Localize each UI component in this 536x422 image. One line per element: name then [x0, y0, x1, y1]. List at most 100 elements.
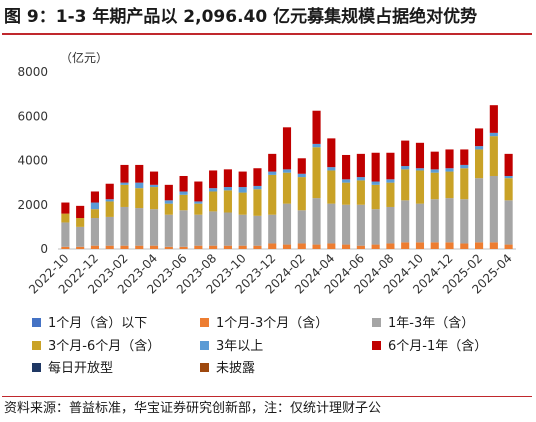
bar-segment: [253, 189, 262, 216]
bar-segment: [297, 243, 306, 249]
bar-segment: [223, 245, 232, 249]
bar-segment: [253, 215, 262, 246]
bar-segment: [475, 149, 484, 179]
y-tick-label: 2000: [17, 198, 48, 212]
bar-segment: [179, 246, 188, 249]
bar-segment: [209, 188, 218, 192]
bar-segment: [371, 152, 380, 182]
bar-segment: [489, 105, 498, 133]
bar-segment: [445, 171, 454, 199]
bar-segment: [356, 153, 365, 178]
bar-segment: [253, 168, 262, 186]
bar-segment: [149, 187, 159, 210]
bar-segment: [223, 169, 232, 188]
bar-segment: [120, 206, 129, 246]
bar-segment: [149, 245, 159, 249]
bar-segment: [342, 244, 351, 249]
bar-segment: [445, 198, 454, 243]
bar-segment: [194, 203, 203, 215]
bar-segment: [312, 244, 321, 249]
bar-segment: [342, 154, 351, 180]
bar-segment: [238, 192, 247, 215]
bar-segment: [401, 166, 410, 170]
bar-segment: [135, 208, 144, 246]
bar-segment: [76, 218, 85, 227]
bar-segment: [238, 171, 247, 188]
bar-segment: [327, 243, 336, 249]
bar-segment: [430, 151, 439, 170]
bar-segment: [312, 147, 321, 199]
bar-segment: [401, 242, 410, 249]
legend-label: 每日开放型: [48, 360, 113, 376]
bar-segment: [297, 210, 306, 244]
legend-label: 1年-3年（含）: [388, 315, 474, 331]
bar-segment: [238, 214, 247, 246]
bar-segment: [430, 172, 439, 200]
bar-segment: [209, 211, 218, 246]
bar-segment: [282, 203, 292, 245]
bar-segment: [282, 244, 292, 249]
bar-segment: [356, 245, 365, 249]
legend-swatch: [32, 341, 41, 350]
unit-label: （亿元）: [60, 50, 108, 65]
legend-swatch: [200, 341, 209, 350]
bar-segment: [238, 245, 247, 249]
bar-segment: [401, 200, 410, 243]
bar-segment: [120, 164, 129, 183]
bar-segment: [179, 175, 188, 192]
bar-segment: [415, 242, 425, 249]
bar-segment: [268, 153, 277, 172]
bar-segment: [194, 201, 203, 204]
bar-segment: [415, 142, 425, 169]
bar-segment: [282, 127, 292, 170]
stacked-bar-chart: （亿元）020004000600080002022-102022-122023-…: [17, 50, 516, 376]
bar-segment: [386, 182, 395, 207]
bar-segment: [120, 184, 129, 207]
bar-segment: [179, 191, 188, 195]
bar-segment: [342, 204, 351, 245]
bar-segment: [164, 246, 173, 249]
bar-segment: [445, 168, 454, 172]
bar-segment: [90, 209, 99, 219]
bar-segment: [105, 216, 114, 246]
bar-segment: [61, 222, 70, 247]
bar-segment: [61, 202, 70, 214]
bar-segment: [371, 181, 380, 185]
bar-segment: [504, 244, 513, 249]
legend-label: 1个月-3个月（含）: [216, 315, 328, 331]
bar-segment: [504, 175, 513, 179]
bar-segment: [386, 206, 395, 244]
bar-segment: [489, 132, 498, 137]
bar-segment: [120, 182, 129, 185]
legend-label: 1个月（含）以下: [48, 315, 147, 331]
bar-segment: [149, 209, 159, 246]
bar-segment: [504, 200, 513, 245]
bar-segment: [386, 152, 395, 180]
bar-segment: [105, 201, 114, 217]
y-tick-label: 4000: [17, 154, 48, 168]
bar-segment: [149, 184, 159, 188]
bar-segment: [356, 204, 365, 246]
bar-segment: [386, 243, 395, 249]
bar-segment: [253, 245, 262, 249]
bar-segment: [90, 191, 99, 203]
y-tick-label: 6000: [17, 109, 48, 123]
bar-segment: [386, 179, 395, 183]
bar-segment: [342, 182, 351, 205]
bar-segment: [209, 245, 218, 249]
legend-label: 未披露: [216, 361, 255, 376]
bar-segment: [475, 128, 484, 147]
bar-segment: [282, 172, 292, 204]
legend-label: 3年以上: [216, 339, 263, 354]
figure-title: 图 9：1-3 年期产品以 2,096.40 亿元募集规模占据绝对优势: [4, 7, 478, 27]
bar-segment: [342, 179, 351, 183]
bar-segment: [135, 188, 144, 209]
bar-segment: [282, 169, 292, 173]
bar-segment: [489, 175, 498, 243]
bar-segment: [430, 199, 439, 243]
bar-segment: [194, 214, 203, 246]
source-note: 资料来源：普益标准，华宝证券研究创新部，注：仅统计理财子公: [4, 401, 382, 416]
bar-segment: [312, 110, 321, 144]
bar-segment: [327, 170, 336, 204]
bar-segment: [415, 203, 425, 243]
